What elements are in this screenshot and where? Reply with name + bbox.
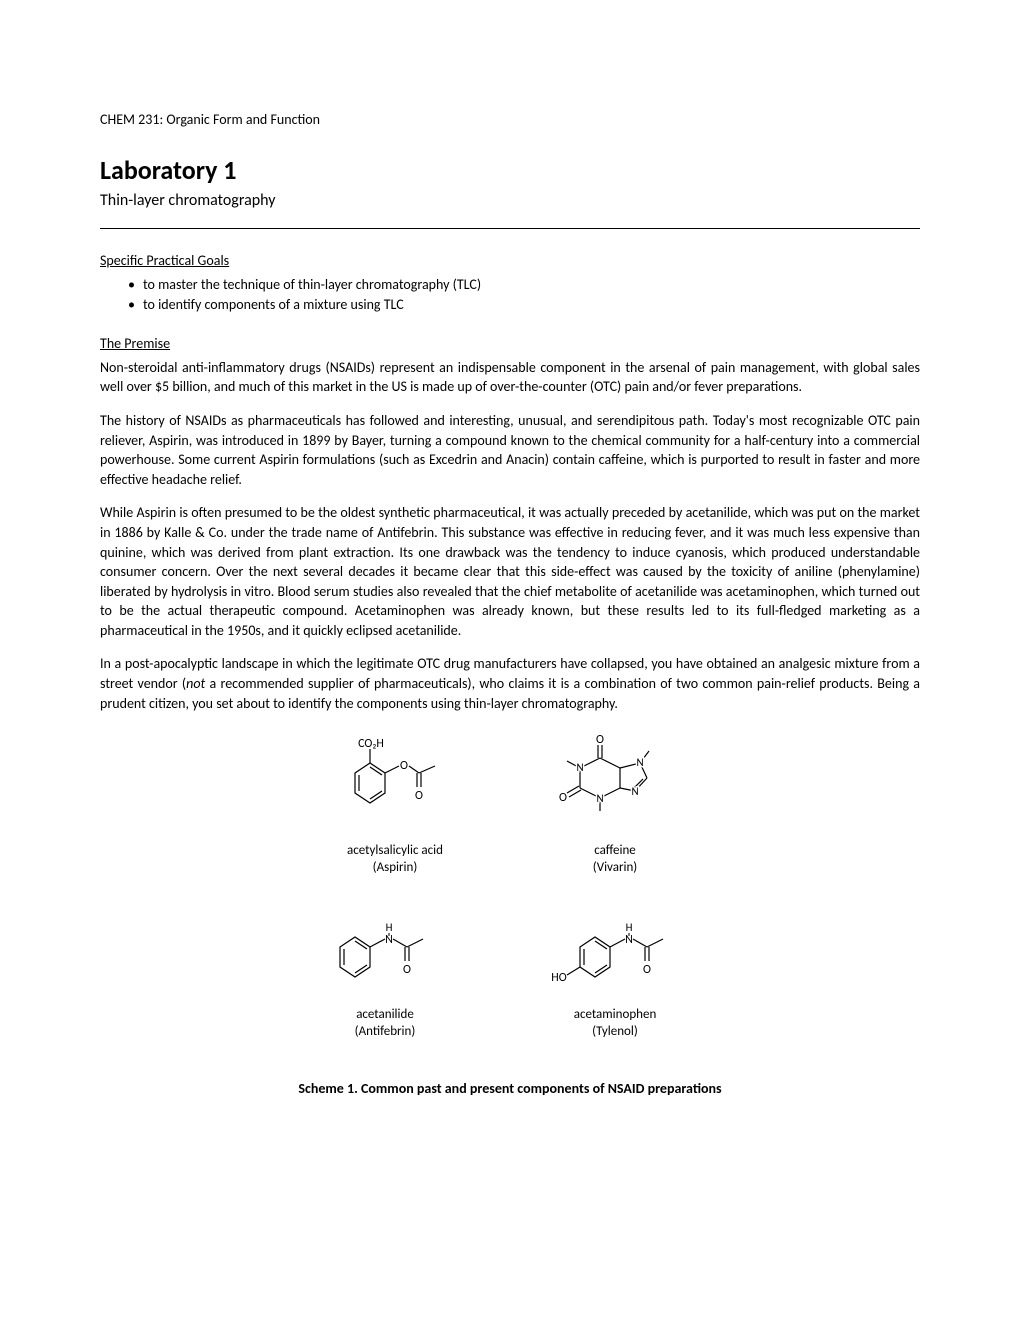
structure-name: acetanilide (Antifebrin) [355,1007,416,1041]
structure-acetanilide: N H O acetanilide (Antifebrin) [325,907,445,1041]
caffeine-structure-icon: O O N N N N N N N N [545,733,685,833]
course-header: CHEM 231: Organic Form and Function [100,110,920,130]
structure-acetaminophen: HO N H O acetaminophen (Tylenol) [535,907,695,1041]
structures-row: N H O acetanilide (Antifebrin) [325,907,695,1041]
name-line: (Aspirin) [373,860,418,875]
lab-title: Laboratory 1 [100,152,920,188]
label-n: N [576,761,583,774]
premise-heading: The Premise [100,334,920,354]
name-line: acetylsalicylic acid [347,843,443,858]
paragraph: The history of NSAIDs as pharmaceuticals… [100,411,920,489]
structure-name: acetylsalicylic acid (Aspirin) [347,843,443,877]
label-o: O [596,733,604,747]
label-ho: HO [551,971,566,985]
structures-row: CO₂H O O acetylsalicylic acid (Aspirin) [335,733,685,877]
goal-item: to identify components of a mixture usin… [128,295,920,315]
paragraph: Non-steroidal anti-inflammatory drugs (N… [100,358,920,397]
structure-aspirin: CO₂H O O acetylsalicylic acid (Aspirin) [335,733,455,877]
name-line: caffeine [594,843,636,858]
aspirin-structure-icon: CO₂H O O [335,733,455,833]
label-h: H [386,921,393,934]
name-line: acetanilide [356,1007,414,1022]
label-n: N [631,785,638,798]
label-o: O [643,963,651,977]
label-o: O [415,789,423,803]
acetaminophen-structure-icon: HO N H O [535,907,695,997]
name-line: (Vivarin) [593,860,638,875]
name-line: (Antifebrin) [355,1024,416,1039]
label-o: O [400,759,408,773]
name-line: (Tylenol) [592,1024,638,1039]
lab-subtitle: Thin-layer chromatography [100,190,920,212]
label-n: N [596,792,603,805]
structure-caffeine: O O N N N N N N N N caffeine (Vivarin) [545,733,685,877]
goals-list: to master the technique of thin-layer ch… [100,275,920,314]
goals-heading: Specific Practical Goals [100,251,920,271]
italic-text: not [186,675,205,692]
label-o: O [559,791,567,805]
name-line: acetaminophen [574,1007,657,1022]
label-n: N [636,756,643,769]
structure-name: acetaminophen (Tylenol) [574,1007,657,1041]
scheme-caption: Scheme 1. Common past and present compon… [298,1079,721,1099]
divider [100,228,920,229]
acetanilide-structure-icon: N H O [325,907,445,997]
label-h: H [626,921,633,934]
paragraph: In a post-apocalyptic landscape in which… [100,654,920,713]
label-co2h: CO₂H [358,737,384,751]
paragraph-text: a recommended supplier of pharmaceutical… [100,675,920,712]
structure-name: caffeine (Vivarin) [593,843,638,877]
label-o: O [403,963,411,977]
goal-item: to master the technique of thin-layer ch… [128,275,920,295]
paragraph: While Aspirin is often presumed to be th… [100,503,920,640]
structures-container: CO₂H O O acetylsalicylic acid (Aspirin) [100,733,920,1098]
